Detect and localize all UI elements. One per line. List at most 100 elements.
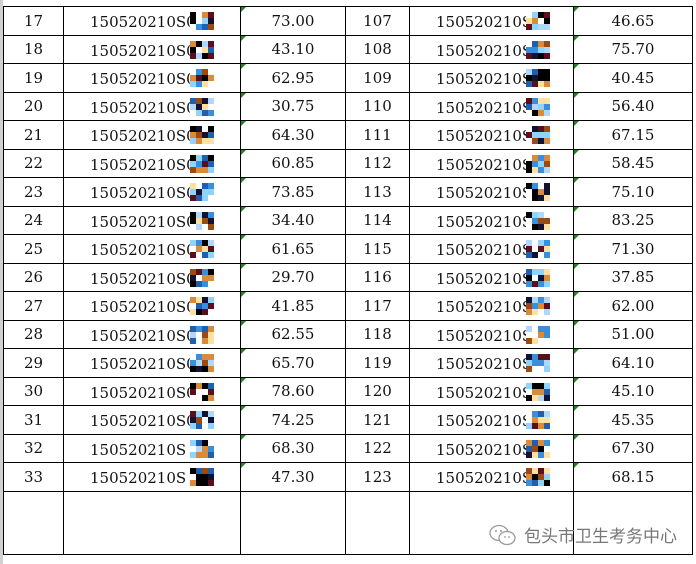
serial-number-cell[interactable]: 32 xyxy=(3,433,64,463)
score-cell[interactable]: 41.85 xyxy=(240,291,346,321)
candidate-id-cell[interactable]: 150520210S xyxy=(409,262,574,292)
serial-number-cell[interactable]: 27 xyxy=(3,291,64,321)
score-cell[interactable]: 68.30 xyxy=(240,433,346,463)
candidate-id-cell[interactable]: 150520210S0 xyxy=(63,34,241,64)
candidate-id-cell[interactable]: 150520210S xyxy=(409,319,574,349)
candidate-id-cell[interactable]: 150520210S xyxy=(409,433,574,463)
serial-number-cell[interactable]: 117 xyxy=(345,291,410,321)
score-cell[interactable]: 45.10 xyxy=(573,376,693,406)
serial-number-cell[interactable]: 22 xyxy=(3,148,64,178)
candidate-id-cell[interactable]: 150520210S xyxy=(409,348,574,378)
score-cell[interactable]: 64.30 xyxy=(240,120,346,150)
score-cell[interactable]: 78.60 xyxy=(240,376,346,406)
empty-cell[interactable] xyxy=(409,490,574,555)
serial-number-cell[interactable]: 23 xyxy=(3,177,64,207)
score-cell[interactable]: 61.65 xyxy=(240,234,346,264)
candidate-id-cell[interactable]: 150520210S0 xyxy=(63,91,241,121)
score-cell[interactable]: 45.35 xyxy=(573,405,693,435)
serial-number-cell[interactable]: 17 xyxy=(3,6,64,36)
score-cell[interactable]: 51.00 xyxy=(573,319,693,349)
serial-number-cell[interactable]: 116 xyxy=(345,262,410,292)
serial-number-cell[interactable]: 30 xyxy=(3,376,64,406)
serial-number-cell[interactable]: 108 xyxy=(345,34,410,64)
candidate-id-cell[interactable]: 150520210S xyxy=(63,433,241,463)
score-cell[interactable]: 73.85 xyxy=(240,177,346,207)
score-cell[interactable]: 71.30 xyxy=(573,234,693,264)
candidate-id-cell[interactable]: 150520210S0 xyxy=(63,291,241,321)
serial-number-cell[interactable]: 107 xyxy=(345,6,410,36)
serial-number-cell[interactable]: 109 xyxy=(345,63,410,93)
candidate-id-cell[interactable]: 150520210S0 xyxy=(409,34,574,64)
candidate-id-cell[interactable]: 150520210S0 xyxy=(409,120,574,150)
score-cell[interactable]: 65.70 xyxy=(240,348,346,378)
empty-cell[interactable] xyxy=(240,490,346,555)
candidate-id-cell[interactable]: 150520210S0 xyxy=(409,63,574,93)
score-cell[interactable]: 74.25 xyxy=(240,405,346,435)
serial-number-cell[interactable]: 26 xyxy=(3,262,64,292)
serial-number-cell[interactable]: 21 xyxy=(3,120,64,150)
candidate-id-cell[interactable]: 150520210S0 xyxy=(63,205,241,235)
candidate-id-cell[interactable]: 150520210S0 xyxy=(63,405,241,435)
candidate-id-cell[interactable]: 150520210S xyxy=(409,234,574,264)
empty-cell[interactable] xyxy=(573,490,693,555)
empty-cell[interactable] xyxy=(63,490,241,555)
serial-number-cell[interactable]: 29 xyxy=(3,348,64,378)
candidate-id-cell[interactable]: 150520210S0 xyxy=(63,234,241,264)
serial-number-cell[interactable]: 118 xyxy=(345,319,410,349)
empty-cell[interactable] xyxy=(3,490,64,555)
candidate-id-cell[interactable]: 150520210S0 xyxy=(63,148,241,178)
candidate-id-cell[interactable]: 150520210S xyxy=(409,291,574,321)
serial-number-cell[interactable]: 28 xyxy=(3,319,64,349)
serial-number-cell[interactable]: 33 xyxy=(3,462,64,492)
score-cell[interactable]: 46.65 xyxy=(573,6,693,36)
score-cell[interactable]: 37.85 xyxy=(573,262,693,292)
score-cell[interactable]: 68.15 xyxy=(573,462,693,492)
candidate-id-cell[interactable]: 150520210S0 xyxy=(409,177,574,207)
serial-number-cell[interactable]: 111 xyxy=(345,120,410,150)
serial-number-cell[interactable]: 122 xyxy=(345,433,410,463)
serial-number-cell[interactable]: 19 xyxy=(3,63,64,93)
candidate-id-cell[interactable]: 150520210S0 xyxy=(63,319,241,349)
score-cell[interactable]: 67.30 xyxy=(573,433,693,463)
serial-number-cell[interactable]: 24 xyxy=(3,205,64,235)
serial-number-cell[interactable]: 119 xyxy=(345,348,410,378)
score-cell[interactable]: 34.40 xyxy=(240,205,346,235)
score-cell[interactable]: 47.30 xyxy=(240,462,346,492)
serial-number-cell[interactable]: 120 xyxy=(345,376,410,406)
score-cell[interactable]: 60.85 xyxy=(240,148,346,178)
candidate-id-cell[interactable]: 150520210S0 xyxy=(63,262,241,292)
candidate-id-cell[interactable]: 150520210S0 xyxy=(63,6,241,36)
candidate-id-cell[interactable]: 150520210S xyxy=(409,405,574,435)
candidate-id-cell[interactable]: 150520210S xyxy=(409,205,574,235)
score-cell[interactable]: 56.40 xyxy=(573,91,693,121)
serial-number-cell[interactable]: 112 xyxy=(345,148,410,178)
score-cell[interactable]: 62.55 xyxy=(240,319,346,349)
candidate-id-cell[interactable]: 150520210S0 xyxy=(63,348,241,378)
score-cell[interactable]: 30.75 xyxy=(240,91,346,121)
score-cell[interactable]: 67.15 xyxy=(573,120,693,150)
score-cell[interactable]: 75.70 xyxy=(573,34,693,64)
candidate-id-cell[interactable]: 150520210S0 xyxy=(63,120,241,150)
score-cell[interactable]: 64.10 xyxy=(573,348,693,378)
candidate-id-cell[interactable]: 150520210S0 xyxy=(63,63,241,93)
serial-number-cell[interactable]: 114 xyxy=(345,205,410,235)
serial-number-cell[interactable]: 18 xyxy=(3,34,64,64)
candidate-id-cell[interactable]: 150520210S xyxy=(409,462,574,492)
serial-number-cell[interactable]: 121 xyxy=(345,405,410,435)
empty-cell[interactable] xyxy=(345,490,410,555)
serial-number-cell[interactable]: 110 xyxy=(345,91,410,121)
serial-number-cell[interactable]: 115 xyxy=(345,234,410,264)
serial-number-cell[interactable]: 20 xyxy=(3,91,64,121)
score-cell[interactable]: 40.45 xyxy=(573,63,693,93)
candidate-id-cell[interactable]: 150520210S0 xyxy=(409,148,574,178)
score-cell[interactable]: 75.10 xyxy=(573,177,693,207)
candidate-id-cell[interactable]: 150520210S xyxy=(63,462,241,492)
score-cell[interactable]: 43.10 xyxy=(240,34,346,64)
score-cell[interactable]: 73.00 xyxy=(240,6,346,36)
candidate-id-cell[interactable]: 150520210S0 xyxy=(63,376,241,406)
serial-number-cell[interactable]: 25 xyxy=(3,234,64,264)
score-cell[interactable]: 62.95 xyxy=(240,63,346,93)
candidate-id-cell[interactable]: 150520210S0 xyxy=(409,91,574,121)
candidate-id-cell[interactable]: 150520210S0 xyxy=(409,6,574,36)
candidate-id-cell[interactable]: 150520210S xyxy=(409,376,574,406)
